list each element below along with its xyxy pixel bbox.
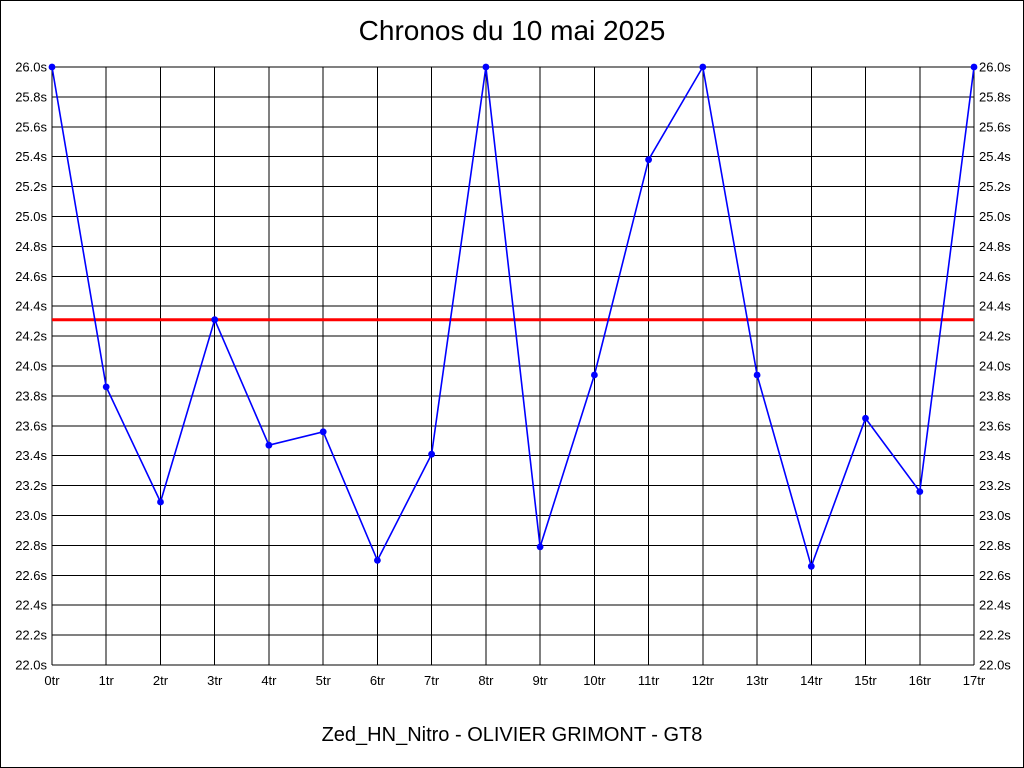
svg-text:24.2s: 24.2s — [979, 329, 1011, 344]
svg-text:24.8s: 24.8s — [15, 239, 47, 254]
svg-text:3tr: 3tr — [207, 673, 223, 688]
svg-text:24.6s: 24.6s — [15, 269, 47, 284]
svg-text:22.2s: 22.2s — [979, 628, 1011, 643]
svg-text:23.8s: 23.8s — [15, 388, 47, 403]
svg-text:25.4s: 25.4s — [15, 149, 47, 164]
svg-text:7tr: 7tr — [424, 673, 440, 688]
svg-text:23.4s: 23.4s — [15, 448, 47, 463]
footer-caption: Zed_HN_Nitro - OLIVIER GRIMONT - GT8 — [321, 724, 703, 746]
svg-text:8tr: 8tr — [478, 673, 494, 688]
svg-text:16tr: 16tr — [909, 673, 932, 688]
svg-text:23.8s: 23.8s — [979, 388, 1011, 403]
svg-text:2tr: 2tr — [153, 673, 169, 688]
svg-text:4tr: 4tr — [261, 673, 277, 688]
svg-text:22.8s: 22.8s — [979, 538, 1011, 553]
svg-text:22.0s: 22.0s — [15, 658, 47, 673]
svg-text:22.2s: 22.2s — [15, 628, 47, 643]
svg-text:11tr: 11tr — [638, 673, 660, 688]
svg-text:25.8s: 25.8s — [15, 89, 47, 104]
svg-text:25.4s: 25.4s — [979, 149, 1011, 164]
svg-text:26.0s: 26.0s — [15, 60, 47, 75]
svg-text:24.4s: 24.4s — [979, 299, 1011, 314]
svg-text:25.6s: 25.6s — [979, 119, 1011, 134]
svg-text:23.2s: 23.2s — [15, 478, 47, 493]
svg-text:22.0s: 22.0s — [979, 658, 1011, 673]
page-title: Chronos du 10 mai 2025 — [358, 15, 666, 46]
svg-text:22.4s: 22.4s — [979, 598, 1011, 613]
svg-text:24.4s: 24.4s — [15, 299, 47, 314]
svg-text:1tr: 1tr — [99, 673, 115, 688]
svg-text:23.0s: 23.0s — [979, 508, 1011, 523]
svg-text:22.8s: 22.8s — [15, 538, 47, 553]
svg-text:25.2s: 25.2s — [15, 179, 47, 194]
svg-text:0tr: 0tr — [44, 673, 60, 688]
svg-text:5tr: 5tr — [316, 673, 332, 688]
svg-text:15tr: 15tr — [854, 673, 877, 688]
svg-text:23.4s: 23.4s — [979, 448, 1011, 463]
svg-text:25.0s: 25.0s — [15, 209, 47, 224]
svg-text:24.2s: 24.2s — [15, 329, 47, 344]
svg-text:14tr: 14tr — [800, 673, 823, 688]
svg-text:25.2s: 25.2s — [979, 179, 1011, 194]
svg-text:24.8s: 24.8s — [979, 239, 1011, 254]
svg-text:22.6s: 22.6s — [15, 568, 47, 583]
svg-text:24.6s: 24.6s — [979, 269, 1011, 284]
svg-text:25.6s: 25.6s — [15, 119, 47, 134]
svg-text:6tr: 6tr — [370, 673, 386, 688]
svg-text:26.0s: 26.0s — [979, 60, 1011, 75]
svg-text:10tr: 10tr — [583, 673, 606, 688]
svg-text:25.8s: 25.8s — [979, 89, 1011, 104]
svg-text:9tr: 9tr — [533, 673, 549, 688]
svg-text:25.0s: 25.0s — [979, 209, 1011, 224]
svg-text:24.0s: 24.0s — [15, 359, 47, 374]
svg-text:23.0s: 23.0s — [15, 508, 47, 523]
svg-text:23.6s: 23.6s — [979, 418, 1011, 433]
svg-text:23.6s: 23.6s — [15, 418, 47, 433]
svg-text:24.0s: 24.0s — [979, 359, 1011, 374]
svg-text:17tr: 17tr — [963, 673, 986, 688]
svg-text:22.4s: 22.4s — [15, 598, 47, 613]
svg-text:13tr: 13tr — [746, 673, 769, 688]
svg-text:22.6s: 22.6s — [979, 568, 1011, 583]
svg-text:23.2s: 23.2s — [979, 478, 1011, 493]
svg-text:12tr: 12tr — [692, 673, 715, 688]
